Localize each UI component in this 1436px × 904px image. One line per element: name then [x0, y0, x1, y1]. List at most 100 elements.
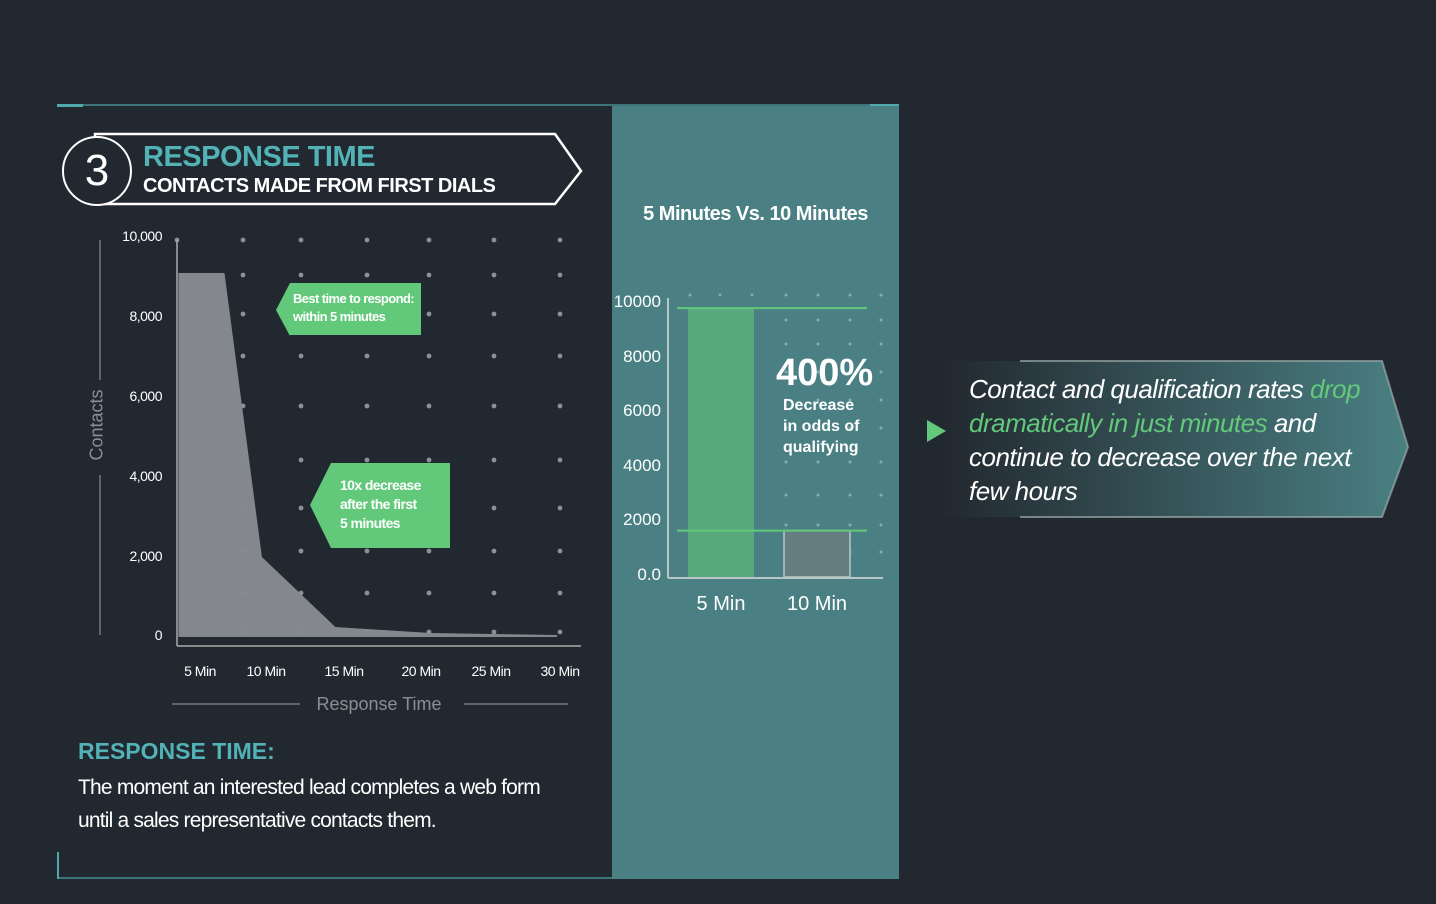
x-tick-label: 5 Min	[696, 593, 746, 615]
grid-dot	[557, 629, 563, 635]
bar-5-min	[688, 308, 754, 577]
grid-dot	[816, 342, 820, 346]
grid-dot	[784, 460, 788, 464]
grid-dot	[879, 318, 883, 322]
grid-dot	[750, 293, 754, 297]
play-arrow-icon	[927, 420, 946, 442]
grid-dot	[426, 353, 432, 359]
grid-dot	[848, 493, 852, 497]
frame-corner	[870, 104, 899, 107]
grid-dot	[879, 426, 883, 430]
callout-line: 5 minutes	[340, 515, 401, 531]
grid-dot	[879, 493, 883, 497]
grid-dot	[557, 353, 563, 359]
grid-dot	[364, 403, 370, 409]
top-border	[57, 104, 899, 106]
grid-dot	[816, 493, 820, 497]
grid-dot	[557, 457, 563, 463]
grid-dot	[298, 353, 304, 359]
grid-dot	[426, 457, 432, 463]
grid-dot	[491, 457, 497, 463]
takeaway-text: Contact and qualification rates drop dra…	[969, 372, 1389, 508]
percent-description: Decrease in odds of qualifying	[783, 395, 883, 458]
grid-dot	[816, 370, 820, 374]
x-tick-label: 20 Min	[401, 663, 441, 679]
grid-dot	[557, 403, 563, 409]
y-tick-label: 0.0	[637, 565, 661, 584]
callout-line: Best time to respond:	[293, 291, 415, 306]
x-tick-label: 25 Min	[471, 663, 511, 679]
y-tick-label: 8,000	[129, 308, 162, 324]
grid-dot	[298, 457, 304, 463]
grid-dot	[364, 272, 370, 278]
y-tick-label: 4,000	[129, 468, 162, 484]
grid-dot	[491, 353, 497, 359]
y-tick-label: 6,000	[129, 388, 162, 404]
grid-dot	[491, 237, 497, 243]
takeaway-banner	[927, 360, 1410, 518]
grid-dot	[784, 318, 788, 322]
grid-dot	[557, 590, 563, 596]
callout-pointer	[310, 463, 331, 548]
x-tick-label: 15 Min	[324, 663, 364, 679]
grid-dot	[784, 370, 788, 374]
grid-dot	[240, 311, 246, 317]
desc-line: Decrease	[783, 397, 855, 414]
grid-dot	[298, 548, 304, 554]
y-tick-label: 2000	[623, 510, 661, 530]
grid-dot	[557, 311, 563, 317]
y-tick-label: 2,000	[129, 548, 162, 564]
grid-dot	[784, 523, 788, 527]
callout-decrease: 10x decrease after the first 5 minutes	[331, 463, 450, 548]
grid-dot	[879, 293, 883, 297]
grid-dot	[816, 398, 820, 402]
grid-dot	[298, 505, 304, 511]
grid-dot	[364, 353, 370, 359]
grid-dot	[816, 318, 820, 322]
definition-title: RESPONSE TIME:	[78, 738, 275, 764]
grid-dot	[364, 590, 370, 596]
grid-dot	[557, 505, 563, 511]
y-tick-label: 10000	[613, 292, 661, 311]
frame-corner	[57, 104, 83, 107]
takeaway-part1: Contact and qualification rates	[969, 374, 1310, 404]
desc-line: qualifying	[783, 439, 859, 456]
area-series	[178, 273, 558, 637]
grid-dot	[240, 272, 246, 278]
grid-dot	[364, 548, 370, 554]
grid-dot	[848, 460, 852, 464]
grid-dot	[240, 237, 246, 243]
callout-line: after the first	[340, 496, 417, 512]
y-tick-label: 8000	[623, 346, 661, 366]
y-tick-label: 10,000	[122, 228, 162, 244]
grid-dot	[426, 548, 432, 554]
grid-dot	[491, 629, 497, 635]
grid-dot	[491, 272, 497, 278]
grid-dot	[718, 293, 722, 297]
grid-dot	[816, 523, 820, 527]
definition-body: The moment an interested lead completes …	[78, 776, 541, 832]
grid-dot	[848, 426, 852, 430]
grid-dot	[879, 370, 883, 374]
grid-dot	[426, 237, 432, 243]
grid-dot	[879, 342, 883, 346]
y-tick-label: 0	[154, 627, 163, 643]
grid-dot	[426, 403, 432, 409]
comparison-panel	[612, 106, 899, 879]
takeaway-part2: and continue to decrease over the next f…	[969, 408, 1351, 506]
grid-dot	[848, 370, 852, 374]
callout-line: within 5 minutes	[293, 309, 386, 324]
x-tick-label: 30 Min	[540, 663, 580, 679]
grid-dot	[848, 293, 852, 297]
grid-dot	[491, 548, 497, 554]
grid-dot	[426, 272, 432, 278]
section-title: RESPONSE TIME	[143, 141, 376, 173]
x-tick-label: 10 Min	[786, 593, 848, 615]
grid-dot	[557, 548, 563, 554]
grid-dot	[298, 237, 304, 243]
grid-dot	[879, 550, 883, 554]
grid-dot	[491, 590, 497, 596]
desc-line: in odds of	[783, 418, 860, 435]
grid-dot	[879, 523, 883, 527]
